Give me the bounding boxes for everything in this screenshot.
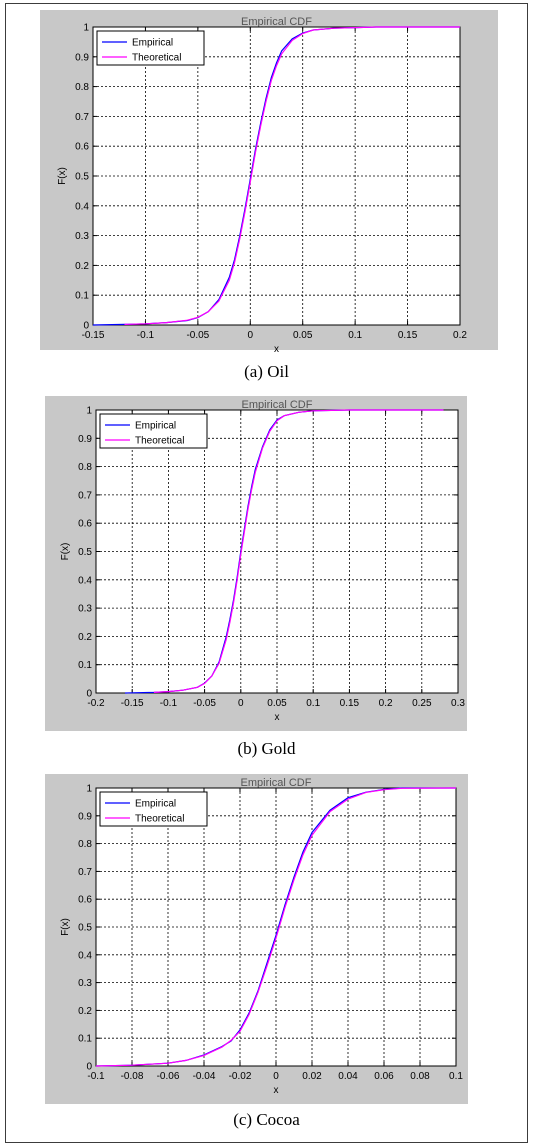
chart-title: Empirical CDF [242,399,313,411]
legend-label: Theoretical [135,436,184,447]
y-tick-label: 0.4 [78,950,92,961]
chart-title: Empirical CDF [241,16,312,28]
y-tick-label: 0.5 [78,923,92,934]
x-tick-label: 0.1 [348,330,362,341]
chart-gold: Empirical CDF -0.2 -0.15 -0.1 -0.05 0 0.05 0.1 0… [45,396,467,731]
legend-label: Empirical [135,421,176,432]
legend-label: Empirical [135,799,176,810]
x-tick-label: -0.1 [87,1071,105,1082]
figure-frame [5,3,528,1143]
x-tick-label: 0.3 [451,698,465,709]
x-tick-label: -0.02 [229,1071,252,1082]
y-tick-label: 0.6 [78,519,92,530]
y-tick-label: 1 [86,784,92,795]
y-tick-label: 0.4 [75,201,89,212]
caption-oil: (a) Oil [244,362,289,381]
x-tick-label: 0.2 [453,330,467,341]
series-line-theoretical [153,409,444,693]
legend-box [99,413,208,449]
x-tick-label: 0.05 [267,698,287,709]
y-tick-label: 0.3 [78,604,92,615]
x-tick-label: 0.25 [412,698,432,709]
x-tick-label: -0.06 [157,1071,180,1082]
x-tick-label: -0.1 [137,330,155,341]
y-tick-label: 0.1 [78,1034,92,1045]
x-tick-label: -0.05 [186,330,209,341]
y-tick-label: 0.8 [78,839,92,850]
y-tick-label: 0.9 [78,434,92,445]
y-tick-label: 0.8 [75,82,89,93]
legend-label: Empirical [132,38,173,49]
x-tick-label: -0.05 [193,698,216,709]
legend-box [99,791,208,827]
y-tick-label: 0.3 [78,978,92,989]
x-tick-label: -0.15 [121,698,144,709]
chart-cocoa: Empirical CDF -0.1 -0.08 -0.06 -0.04 -0.02 0 0.… [45,774,468,1104]
x-tick-label: 0.1 [449,1071,463,1082]
y-tick-label: 0 [83,321,89,332]
x-tick-label: 0.1 [306,698,320,709]
y-tick-label: 0.5 [75,172,89,183]
y-tick-label: 0.1 [78,660,92,671]
y-tick-label: 0.5 [78,547,92,558]
x-tick-label: 0.08 [410,1071,430,1082]
series-line-theoretical [95,787,457,1067]
legend-label: Theoretical [135,814,184,825]
chart-title: Empirical CDF [241,777,312,789]
series-line-theoretical [124,26,460,325]
y-tick-label: 0.2 [75,261,89,272]
caption-gold: (b) Gold [237,739,296,758]
y-tick-label: 0.7 [78,867,92,878]
x-tick-label: 0.15 [398,330,418,341]
y-tick-label: 0.8 [78,462,92,473]
legend-label: Theoretical [132,53,181,64]
y-tick-label: 1 [86,406,92,417]
panel-gold: Empirical CDF -0.2 -0.15 -0.1 -0.05 0 0.05 0.1 0… [0,396,533,734]
x-tick-label: 0 [238,698,244,709]
x-tick-label: 0.15 [340,698,360,709]
legend-box [96,30,205,66]
panel-cocoa: Empirical CDF -0.1 -0.08 -0.06 -0.04 -0.02 0 0.… [0,774,533,1104]
axes-box [95,787,457,1067]
y-tick-label: 0.2 [78,632,92,643]
chart-oil: Empirical CDF -0.15 -0.1 -0.05 0 0.05 0.1 0.15 0… [40,10,498,355]
y-tick-label: 0.6 [75,142,89,153]
x-tick-label: -0.1 [160,698,178,709]
x-tick-label: 0.04 [338,1071,358,1082]
x-tick-label: 0.02 [302,1071,322,1082]
x-tick-label: -0.2 [87,698,105,709]
y-tick-label: 0.7 [78,490,92,501]
y-tick-label: 0.9 [75,52,89,63]
x-tick-label: 0.06 [374,1071,394,1082]
y-tick-label: 0 [86,1062,92,1073]
y-axis-label: F(x) [57,167,68,185]
plot-area [93,27,460,325]
axes-box [95,409,459,694]
x-tick-label: -0.08 [121,1071,144,1082]
x-axis-label: x [274,344,279,355]
y-tick-label: 0.4 [78,575,92,586]
x-tick-label: 0 [248,330,254,341]
x-axis-label: x [275,712,280,723]
x-tick-label: 0 [273,1071,279,1082]
x-tick-label: -0.04 [193,1071,216,1082]
caption-cocoa: (c) Cocoa [233,1110,300,1129]
y-axis-label: F(x) [60,543,71,561]
y-axis-label: F(x) [60,918,71,936]
x-tick-label: 0.2 [379,698,393,709]
y-tick-label: 1 [83,23,89,34]
y-tick-label: 0.9 [78,811,92,822]
x-axis-label: x [274,1085,279,1096]
y-tick-label: 0.1 [75,291,89,302]
x-tick-label: 0.05 [293,330,313,341]
y-tick-label: 0 [86,689,92,700]
y-tick-label: 0.3 [75,231,89,242]
y-tick-label: 0.7 [75,112,89,123]
y-tick-label: 0.6 [78,895,92,906]
axes-box [92,26,461,326]
panel-oil: Empirical CDF -0.15 -0.1 -0.05 0 0.05 0.1 0.15 0… [0,10,533,355]
x-tick-label: -0.15 [82,330,105,341]
y-tick-label: 0.2 [78,1006,92,1017]
